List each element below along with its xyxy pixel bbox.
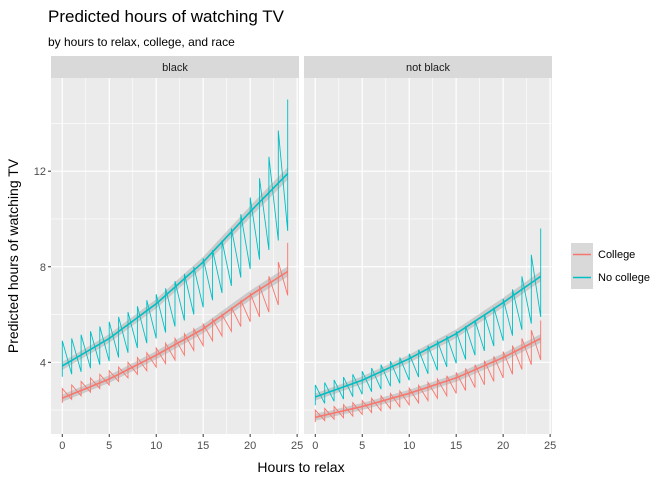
legend-label-college: College bbox=[598, 249, 635, 261]
panel-black-lines bbox=[61, 99, 289, 403]
x-tick-label: 15 bbox=[450, 440, 462, 452]
prediction-line-not-black-no-college bbox=[314, 228, 542, 406]
smooth-line-not-black-college bbox=[315, 337, 542, 419]
prediction-line-black-college bbox=[61, 242, 289, 403]
legend-label-no-college: No college bbox=[598, 272, 650, 284]
legend-item-college: College bbox=[571, 243, 635, 266]
panel-not-black: not black bbox=[304, 56, 552, 434]
x-tick-label: 20 bbox=[497, 440, 509, 452]
prediction-line-not-black-college bbox=[314, 320, 542, 423]
x-tick-label: 25 bbox=[544, 440, 556, 452]
y-tick-label: 8 bbox=[40, 262, 46, 274]
panel-black-strip-label: black bbox=[162, 62, 188, 74]
x-tick-label: 20 bbox=[244, 440, 256, 452]
panel-not-black-strip-label: not black bbox=[406, 62, 451, 74]
x-tick-label: 15 bbox=[197, 440, 209, 452]
panel-black-plot-background bbox=[51, 78, 299, 434]
prediction-line-black-no-college bbox=[61, 99, 289, 377]
y-axis-title: Predicted hours of watching TV bbox=[5, 158, 21, 353]
y-tick-label: 4 bbox=[40, 357, 46, 369]
panel-black-strip bbox=[51, 56, 299, 78]
x-tick-label: 25 bbox=[291, 440, 303, 452]
y-tick-label: 12 bbox=[34, 166, 46, 178]
panel-not-black-strip bbox=[304, 56, 552, 78]
x-tick-label: 10 bbox=[150, 440, 162, 452]
chart-title: Predicted hours of watching TV bbox=[48, 7, 285, 26]
x-tick-label: 5 bbox=[359, 440, 365, 452]
x-tick-label: 10 bbox=[403, 440, 415, 452]
panel-black: black bbox=[51, 56, 299, 434]
smooth-line-black-college bbox=[61, 270, 289, 399]
smooth-line-black-no-college bbox=[61, 173, 289, 367]
smooth-line-not-black-no-college bbox=[315, 275, 542, 398]
legend-item-no-college: No college bbox=[571, 266, 650, 289]
chart-subtitle: by hours to relax, college, and race bbox=[48, 35, 235, 49]
x-axis-title: Hours to relax bbox=[257, 459, 344, 475]
y-axis: 4 8 12 bbox=[34, 166, 51, 369]
panel-not-black-plot-background bbox=[304, 78, 552, 434]
x-tick-label: 0 bbox=[312, 440, 318, 452]
x-tick-label: 0 bbox=[59, 440, 65, 452]
x-axis: 0 5 10 15 20 25 0 5 10 15 20 25 bbox=[59, 434, 556, 452]
panel-not-black-lines bbox=[314, 228, 542, 423]
legend: College No college bbox=[571, 243, 650, 289]
x-tick-label: 5 bbox=[106, 440, 112, 452]
